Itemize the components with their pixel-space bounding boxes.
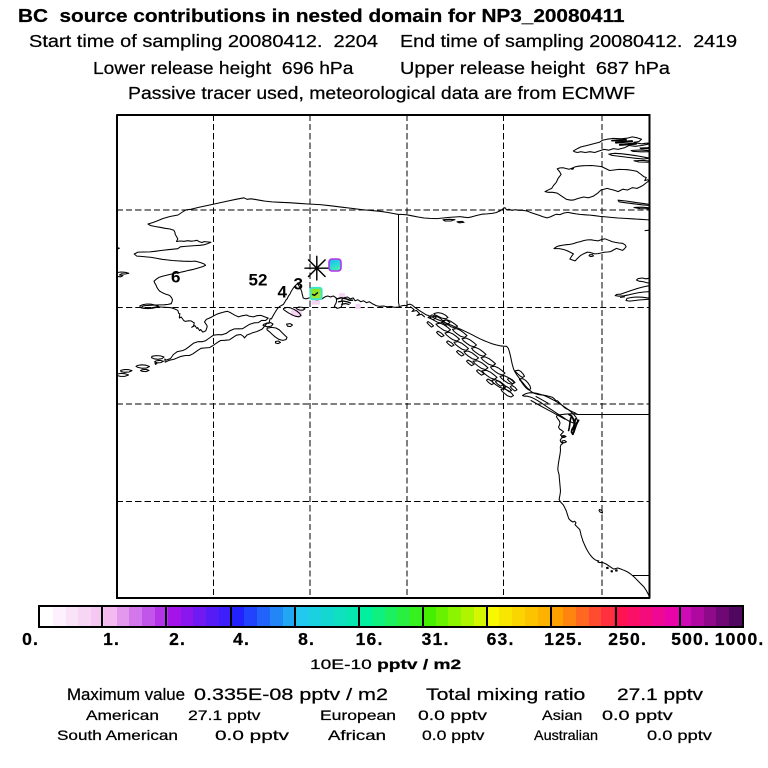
svg-text:4: 4 [278,283,288,302]
svg-text:6: 6 [171,268,180,287]
svg-text:52: 52 [249,271,268,290]
svg-text:3: 3 [294,275,303,294]
